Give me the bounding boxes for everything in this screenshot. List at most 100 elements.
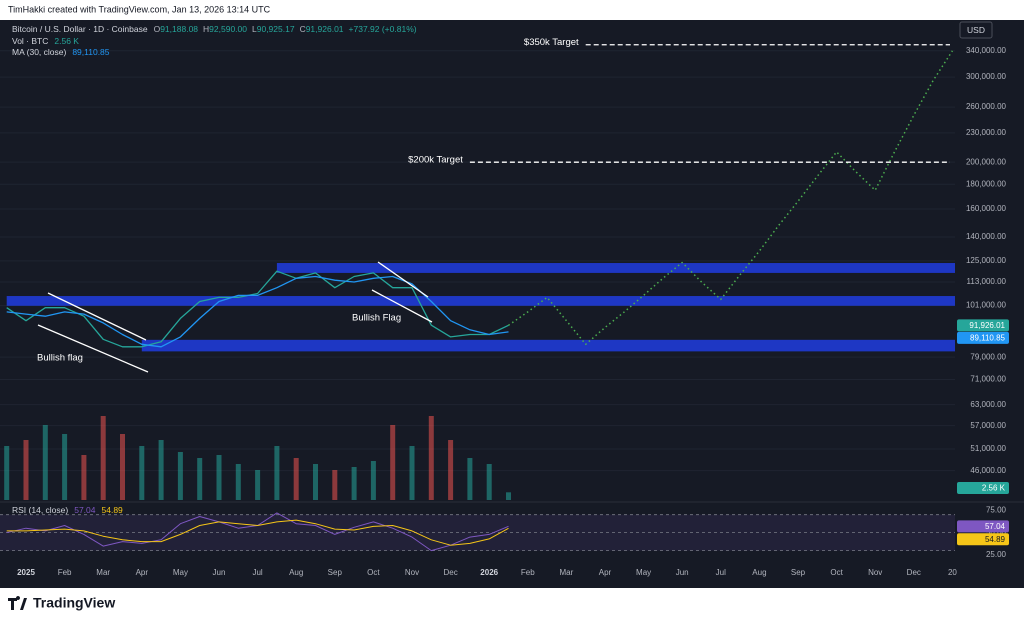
x-tick-label: Feb: [58, 568, 72, 577]
y-tick-label: 113,000.00: [967, 277, 1007, 286]
ohlc-value: 91,926.01: [306, 24, 344, 34]
x-tick-label: Sep: [328, 568, 343, 577]
ohlc-value: 90,925.17: [257, 24, 295, 34]
y-tick-label: 180,000.00: [966, 179, 1007, 188]
x-tick-label: 2025: [17, 568, 35, 577]
x-tick-label: Nov: [868, 568, 882, 577]
x-tick-label: Aug: [289, 568, 303, 577]
volume-bar: [332, 470, 338, 500]
y-tick-label: 71,000.00: [970, 375, 1006, 384]
volume-bar: [216, 455, 222, 500]
change: +737.92 (+0.81%): [349, 24, 417, 34]
volume-bar: [370, 461, 376, 500]
price-badge: 91,926.01: [969, 321, 1005, 330]
series-line: [6, 275, 509, 348]
volume-bar: [120, 434, 125, 500]
ohlc-label: H: [203, 24, 209, 34]
x-tick-label: Nov: [405, 568, 419, 577]
credit: TimHakki created with TradingView.com, J…: [8, 4, 271, 14]
zone: [276, 263, 955, 273]
top-bar: [0, 0, 1024, 20]
rsi-tick-label: 75.00: [986, 505, 1007, 514]
volume-value: 2.56 K: [54, 36, 79, 46]
y-tick-label: 63,000.00: [970, 400, 1006, 409]
rsi-tick-label: 25.00: [986, 550, 1007, 559]
target-label: $200k Target: [408, 155, 463, 166]
x-tick-label: Jul: [716, 568, 726, 577]
y-tick-label: 51,000.00: [970, 444, 1006, 453]
logo-text: TradingView: [33, 595, 115, 611]
y-tick-label: 200,000.00: [966, 157, 1007, 166]
rsi-value: 57.04: [74, 505, 96, 515]
volume-bar: [177, 452, 183, 500]
x-tick-label: Sep: [791, 568, 806, 577]
x-tick-label: Feb: [521, 568, 535, 577]
x-tick-label: Apr: [599, 568, 612, 577]
volume-bar: [351, 467, 357, 500]
flag-line: [47, 292, 147, 341]
button-frame[interactable]: [959, 21, 993, 39]
x-tick-label: May: [173, 568, 188, 577]
volume-bar: [100, 416, 106, 500]
x-tick-label: Mar: [96, 568, 110, 577]
x-tick-label: Dec: [907, 568, 921, 577]
volume-bar: [235, 464, 241, 500]
volume-bar: [42, 425, 48, 500]
volume-bar: [139, 446, 145, 500]
y-tick-label: 46,000.00: [970, 466, 1006, 475]
volume-badge: 2.56 K: [982, 484, 1006, 493]
y-tick-label: 125,000.00: [966, 256, 1007, 265]
y-tick-label: 160,000.00: [966, 204, 1007, 213]
volume-bar: [313, 464, 318, 500]
legend-line: MA (30, close) 89,110.85: [12, 47, 110, 57]
rsi-band: [0, 514, 955, 551]
target-label: $350k Target: [524, 37, 579, 48]
volume-bar: [506, 492, 511, 500]
volume-bar: [409, 446, 415, 500]
ma-label: MA (30, close): [12, 47, 66, 57]
rsi-line: [6, 519, 509, 546]
ohlc-value: 91,188.08: [160, 24, 198, 34]
annotation: Bullish Flag: [352, 313, 401, 324]
ohlc-value: 92,590.00: [209, 24, 247, 34]
flag-line: [371, 289, 433, 323]
x-tick-label: Oct: [367, 568, 380, 577]
currency-button[interactable]: USD: [959, 21, 993, 39]
ohlc-label: C: [300, 24, 306, 34]
y-tick-label: 79,000.00: [970, 352, 1006, 361]
symbol-name: Bitcoin / U.S. Dollar · 1D · Coinbase: [12, 24, 148, 34]
logo-mark: [8, 596, 27, 610]
x-tick-label: 2026: [480, 568, 498, 577]
ohlc-label: O: [154, 24, 161, 34]
y-tick-label: 140,000.00: [966, 232, 1007, 241]
rsi-badge: 57.04: [985, 522, 1006, 531]
x-tick-label: 20: [948, 568, 957, 577]
series-line: [6, 270, 509, 348]
volume-bar: [274, 446, 280, 500]
ma-badge: 89,110.85: [970, 333, 1006, 342]
x-tick-label: Jul: [252, 568, 262, 577]
bottom-bar: [0, 588, 1024, 624]
volume-bar: [467, 458, 473, 500]
x-tick-label: Jun: [213, 568, 226, 577]
volume-bar: [255, 470, 261, 500]
x-tick-label: Jun: [676, 568, 689, 577]
volume-bar: [293, 458, 299, 500]
volume-bar: [4, 446, 10, 500]
x-tick-label: Oct: [830, 568, 843, 577]
currency-label[interactable]: USD: [967, 25, 985, 35]
flag-line: [377, 261, 429, 298]
price-badge-box: [957, 319, 1009, 332]
x-tick-label: Mar: [560, 568, 574, 577]
legend-line: Bitcoin / U.S. Dollar · 1D · Coinbase O91…: [12, 24, 417, 34]
zone: [6, 296, 955, 306]
flag-drawings: [37, 261, 433, 373]
volume-bar: [448, 440, 454, 500]
ma-value: 89,110.85: [72, 47, 109, 57]
rsi-legend: RSI (14, close) 57.04 54.89: [12, 505, 123, 515]
legend-line: Vol · BTC 2.56 K: [12, 36, 79, 46]
y-tick-label: 101,000.00: [966, 301, 1007, 310]
rsi-ma-value: 54.89: [102, 505, 124, 515]
